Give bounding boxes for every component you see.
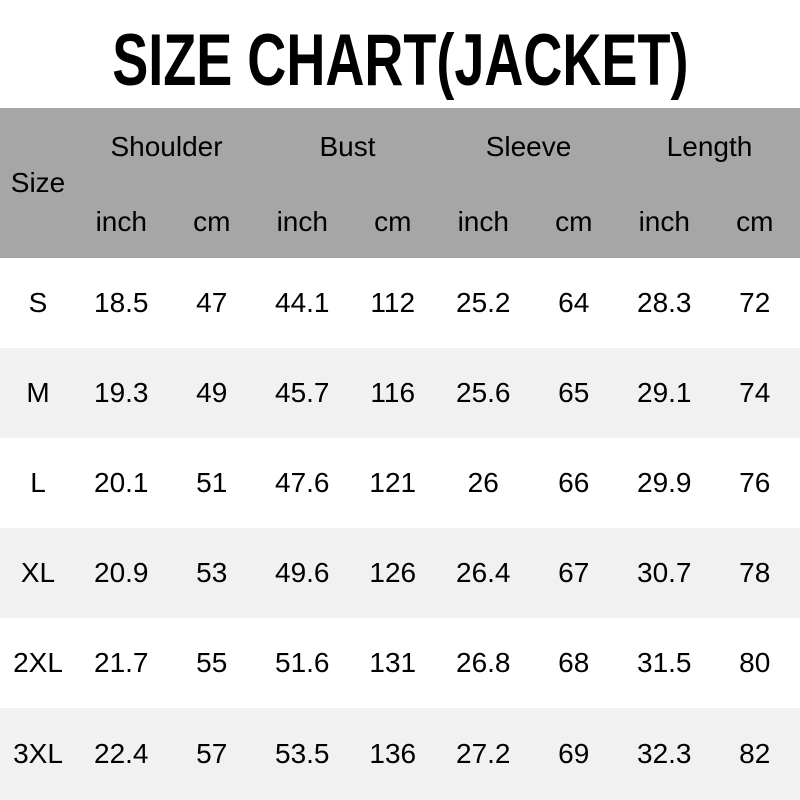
value-cell: 136 [369, 738, 417, 769]
value-cell: 19.3 [94, 377, 149, 408]
value-cell: 78 [739, 557, 771, 588]
unit-header: cm [736, 206, 774, 237]
value-cell: 25.2 [456, 287, 511, 318]
value-cell: 22.4 [94, 738, 149, 769]
value-cell: 65 [558, 377, 590, 408]
table-row: 3XL 22.4 57 53.5 136 27.2 69 32.3 82 [0, 708, 800, 800]
value-cell: 131 [369, 647, 417, 678]
size-cell: L [30, 467, 46, 498]
unit-header: cm [193, 206, 231, 237]
group-header-length: Length [666, 131, 753, 162]
value-cell: 26.4 [456, 557, 511, 588]
value-cell: 72 [739, 287, 771, 318]
title-bar: SIZE CHART(JACKET) [0, 0, 800, 108]
group-header-shoulder: Shoulder [110, 131, 223, 162]
page-title: SIZE CHART(JACKET) [111, 19, 689, 101]
table-row: XL 20.9 53 49.6 126 26.4 67 30.7 78 [0, 528, 800, 618]
value-cell: 29.9 [637, 467, 692, 498]
value-cell: 26 [467, 467, 499, 498]
value-cell: 116 [370, 377, 416, 408]
value-cell: 66 [558, 467, 590, 498]
value-cell: 28.3 [637, 287, 692, 318]
value-cell: 31.5 [637, 647, 692, 678]
value-cell: 49 [196, 377, 228, 408]
value-cell: 55 [196, 647, 228, 678]
size-column-header: Size [10, 167, 66, 198]
value-cell: 45.7 [275, 377, 330, 408]
table-header: Size Shoulder Bust Sleeve Length inch cm… [0, 108, 800, 258]
table-row: S 18.5 47 44.1 112 25.2 64 28.3 72 [0, 258, 800, 348]
unit-header: inch [638, 206, 690, 237]
value-cell: 112 [370, 287, 416, 318]
value-cell: 47 [196, 287, 228, 318]
value-cell: 47.6 [275, 467, 330, 498]
group-header-sleeve: Sleeve [485, 131, 572, 162]
value-cell: 20.1 [94, 467, 149, 498]
value-cell: 44.1 [275, 287, 330, 318]
value-cell: 64 [558, 287, 590, 318]
value-cell: 68 [558, 647, 590, 678]
value-cell: 25.6 [456, 377, 511, 408]
size-cell: XL [20, 557, 56, 588]
group-header-bust: Bust [319, 131, 376, 162]
value-cell: 121 [369, 467, 417, 498]
value-cell: 57 [196, 738, 228, 769]
value-cell: 51 [196, 467, 228, 498]
value-cell: 21.7 [94, 647, 149, 678]
value-cell: 49.6 [275, 557, 330, 588]
unit-header: inch [457, 206, 509, 237]
size-cell: 2XL [13, 647, 63, 678]
value-cell: 29.1 [637, 377, 692, 408]
value-cell: 51.6 [275, 647, 330, 678]
unit-header: cm [374, 206, 412, 237]
table-row: L 20.1 51 47.6 121 26 66 29.9 76 [0, 438, 800, 528]
value-cell: 27.2 [456, 738, 511, 769]
table-row: 2XL 21.7 55 51.6 131 26.8 68 31.5 80 [0, 618, 800, 708]
value-cell: 53.5 [275, 738, 330, 769]
value-cell: 80 [739, 647, 771, 678]
value-cell: 30.7 [637, 557, 692, 588]
value-cell: 76 [739, 467, 771, 498]
table-body: S 18.5 47 44.1 112 25.2 64 28.3 72 M 19.… [0, 258, 800, 800]
value-cell: 26.8 [456, 647, 511, 678]
unit-header: inch [95, 206, 147, 237]
unit-header: inch [276, 206, 328, 237]
value-cell: 69 [558, 738, 590, 769]
value-cell: 82 [739, 738, 771, 769]
value-cell: 67 [558, 557, 590, 588]
value-cell: 126 [369, 557, 417, 588]
unit-header: cm [555, 206, 593, 237]
size-cell: S [28, 287, 48, 318]
table-row: M 19.3 49 45.7 116 25.6 65 29.1 74 [0, 348, 800, 438]
size-cell: M [26, 377, 50, 408]
value-cell: 20.9 [94, 557, 149, 588]
value-cell: 53 [196, 557, 228, 588]
value-cell: 32.3 [637, 738, 692, 769]
size-cell: 3XL [13, 738, 63, 769]
value-cell: 74 [739, 377, 771, 408]
value-cell: 18.5 [94, 287, 149, 318]
